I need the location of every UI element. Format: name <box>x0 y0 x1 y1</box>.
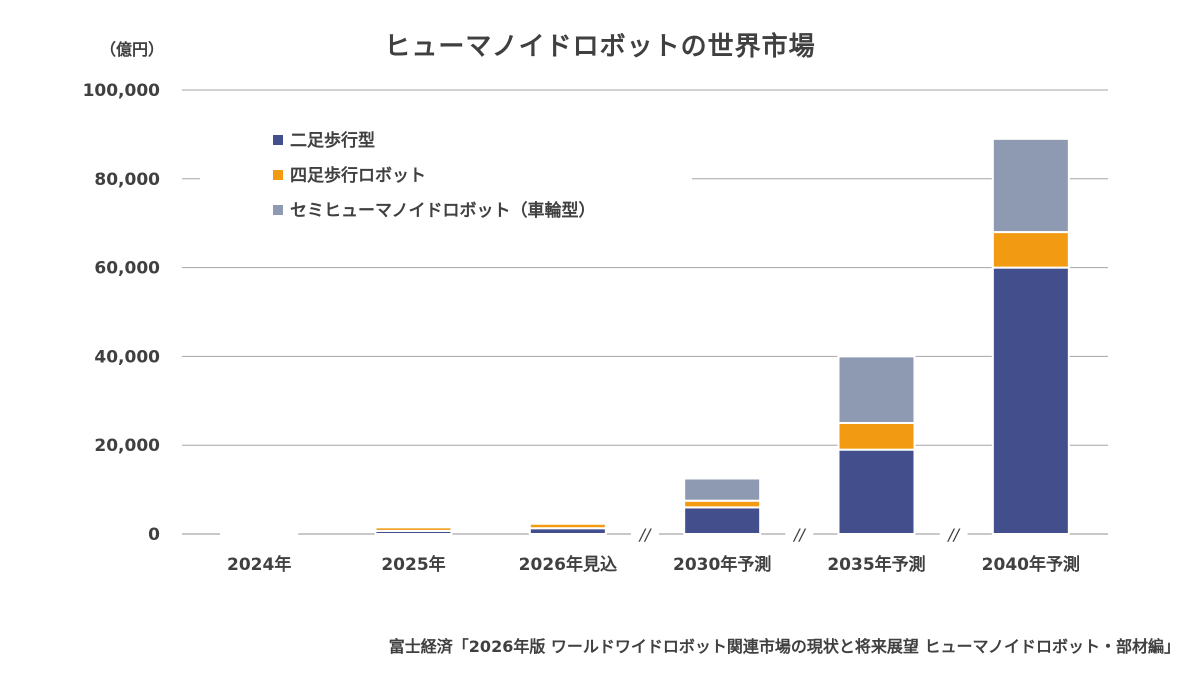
bar-segment <box>528 522 607 530</box>
chart-title: ヒューマノイドロボットの世界市場 <box>384 32 816 62</box>
axis-break-mark: // <box>792 525 806 544</box>
legend-label: 二足歩行型 <box>290 130 375 151</box>
bar-segment <box>220 530 299 535</box>
bar-segment <box>837 448 916 536</box>
bar-segment <box>683 477 762 502</box>
legend-swatch <box>273 170 283 180</box>
bar-segment <box>837 355 916 424</box>
legend-label: セミヒューマノイドロボット（車輪型） <box>290 200 596 221</box>
y-tick-label: 80,000 <box>94 170 160 190</box>
y-tick-label: 60,000 <box>94 259 160 279</box>
y-axis-unit-label: （億円） <box>100 40 165 59</box>
x-tick-label: 2035年予測 <box>827 554 925 575</box>
y-tick-label: 40,000 <box>94 347 160 367</box>
source-note: 富士経済「2026年版 ワールドワイドロボット関連市場の現状と将来展望 ヒューマ… <box>388 637 1180 656</box>
legend-label: 四足歩行ロボット <box>290 165 426 186</box>
legend-swatch <box>273 205 283 215</box>
bar-segment <box>991 266 1070 535</box>
x-tick-label: 2040年予測 <box>982 554 1080 575</box>
x-tick-label: 2026年見込 <box>519 554 617 575</box>
y-tick-label: 20,000 <box>94 436 160 456</box>
bar-segment <box>374 526 453 532</box>
y-tick-label: 100,000 <box>83 81 161 101</box>
legend-swatch <box>273 135 283 145</box>
x-tick-label: 2025年 <box>381 554 445 575</box>
axis-break-mark: // <box>946 525 960 544</box>
x-tick-label: 2024年 <box>227 554 291 575</box>
axis-break-mark: // <box>638 525 652 544</box>
bar-segment <box>991 231 1070 269</box>
bar-segment <box>991 137 1070 234</box>
y-tick-label: 0 <box>148 525 160 545</box>
x-tick-label: 2030年予測 <box>673 554 771 575</box>
bar-segment <box>683 506 762 535</box>
bar-segment <box>837 422 916 451</box>
